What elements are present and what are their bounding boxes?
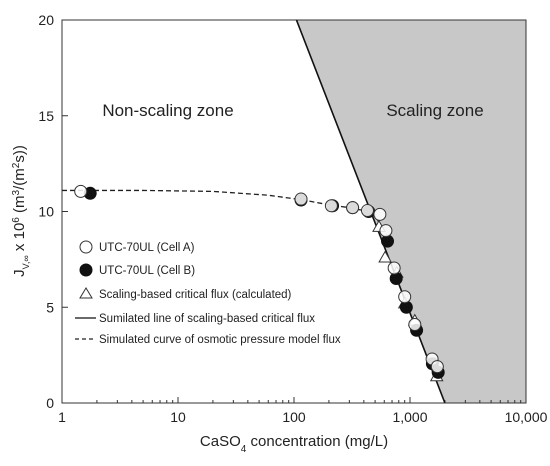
legend-label-solid-line: Sumilated line of scaling-based critical… [99, 313, 315, 325]
x-tick-label: 10 [170, 409, 186, 425]
y-axis-title: JV,∞ x 106 (m3/(m2s)) [11, 145, 32, 277]
cell-a-point [346, 201, 360, 215]
y-tick-label: 20 [38, 12, 54, 28]
legend-marker-cell-b [79, 263, 93, 277]
y-axis-ticks: 0 5 10 15 20 [38, 12, 68, 411]
y-tick-label: 0 [46, 395, 54, 411]
cell-b-point [389, 272, 403, 286]
legend-marker-triangle [79, 287, 93, 299]
legend-label-critical-calc: Scaling-based critical flux (calculated) [99, 289, 292, 301]
x-tick-label: 100 [282, 409, 306, 425]
cell-b-point [381, 234, 395, 248]
x-tick-label: 1 [58, 409, 66, 425]
triangle-point [378, 250, 392, 263]
x-tick-label: 1,000 [392, 409, 427, 425]
x-axis-title: CaSO4 concentration (mg/L) [200, 433, 388, 455]
legend-label-cell-a: UTC-70UL (Cell A) [99, 242, 195, 254]
cell-a-point [387, 261, 401, 275]
y-tick-label: 10 [38, 204, 54, 220]
legend: UTC-70UL (Cell A) UTC-70UL (Cell B) Scal… [75, 240, 341, 346]
legend-marker-cell-a [79, 240, 93, 254]
cell-a-point [294, 192, 308, 206]
zone-label-non-scaling: Non-scaling zone [102, 101, 233, 120]
x-axis-ticks: 1 10 100 1,000 10,000 [58, 397, 548, 425]
cell-a-point [408, 317, 422, 331]
scaling-zone-shade [296, 20, 526, 403]
x-tick-label: 10,000 [505, 409, 548, 425]
cell-a-point [373, 207, 387, 221]
cell-a-point [360, 204, 374, 218]
zone-label-scaling: Scaling zone [386, 101, 483, 120]
data-markers [74, 184, 445, 382]
legend-label-dashed-line: Simulated curve of osmotic pressure mode… [99, 334, 341, 346]
cell-a-point [430, 360, 444, 374]
legend-label-cell-b: UTC-70UL (Cell B) [99, 265, 195, 277]
y-tick-label: 5 [46, 299, 54, 315]
cell-b-point [399, 300, 413, 314]
cell-a-point [324, 199, 338, 213]
cell-a-point [74, 184, 88, 198]
y-tick-label: 15 [38, 108, 54, 124]
cell-a-point [398, 290, 412, 304]
osmotic-pressure-curve [62, 189, 382, 226]
cell-a-point [379, 224, 393, 238]
